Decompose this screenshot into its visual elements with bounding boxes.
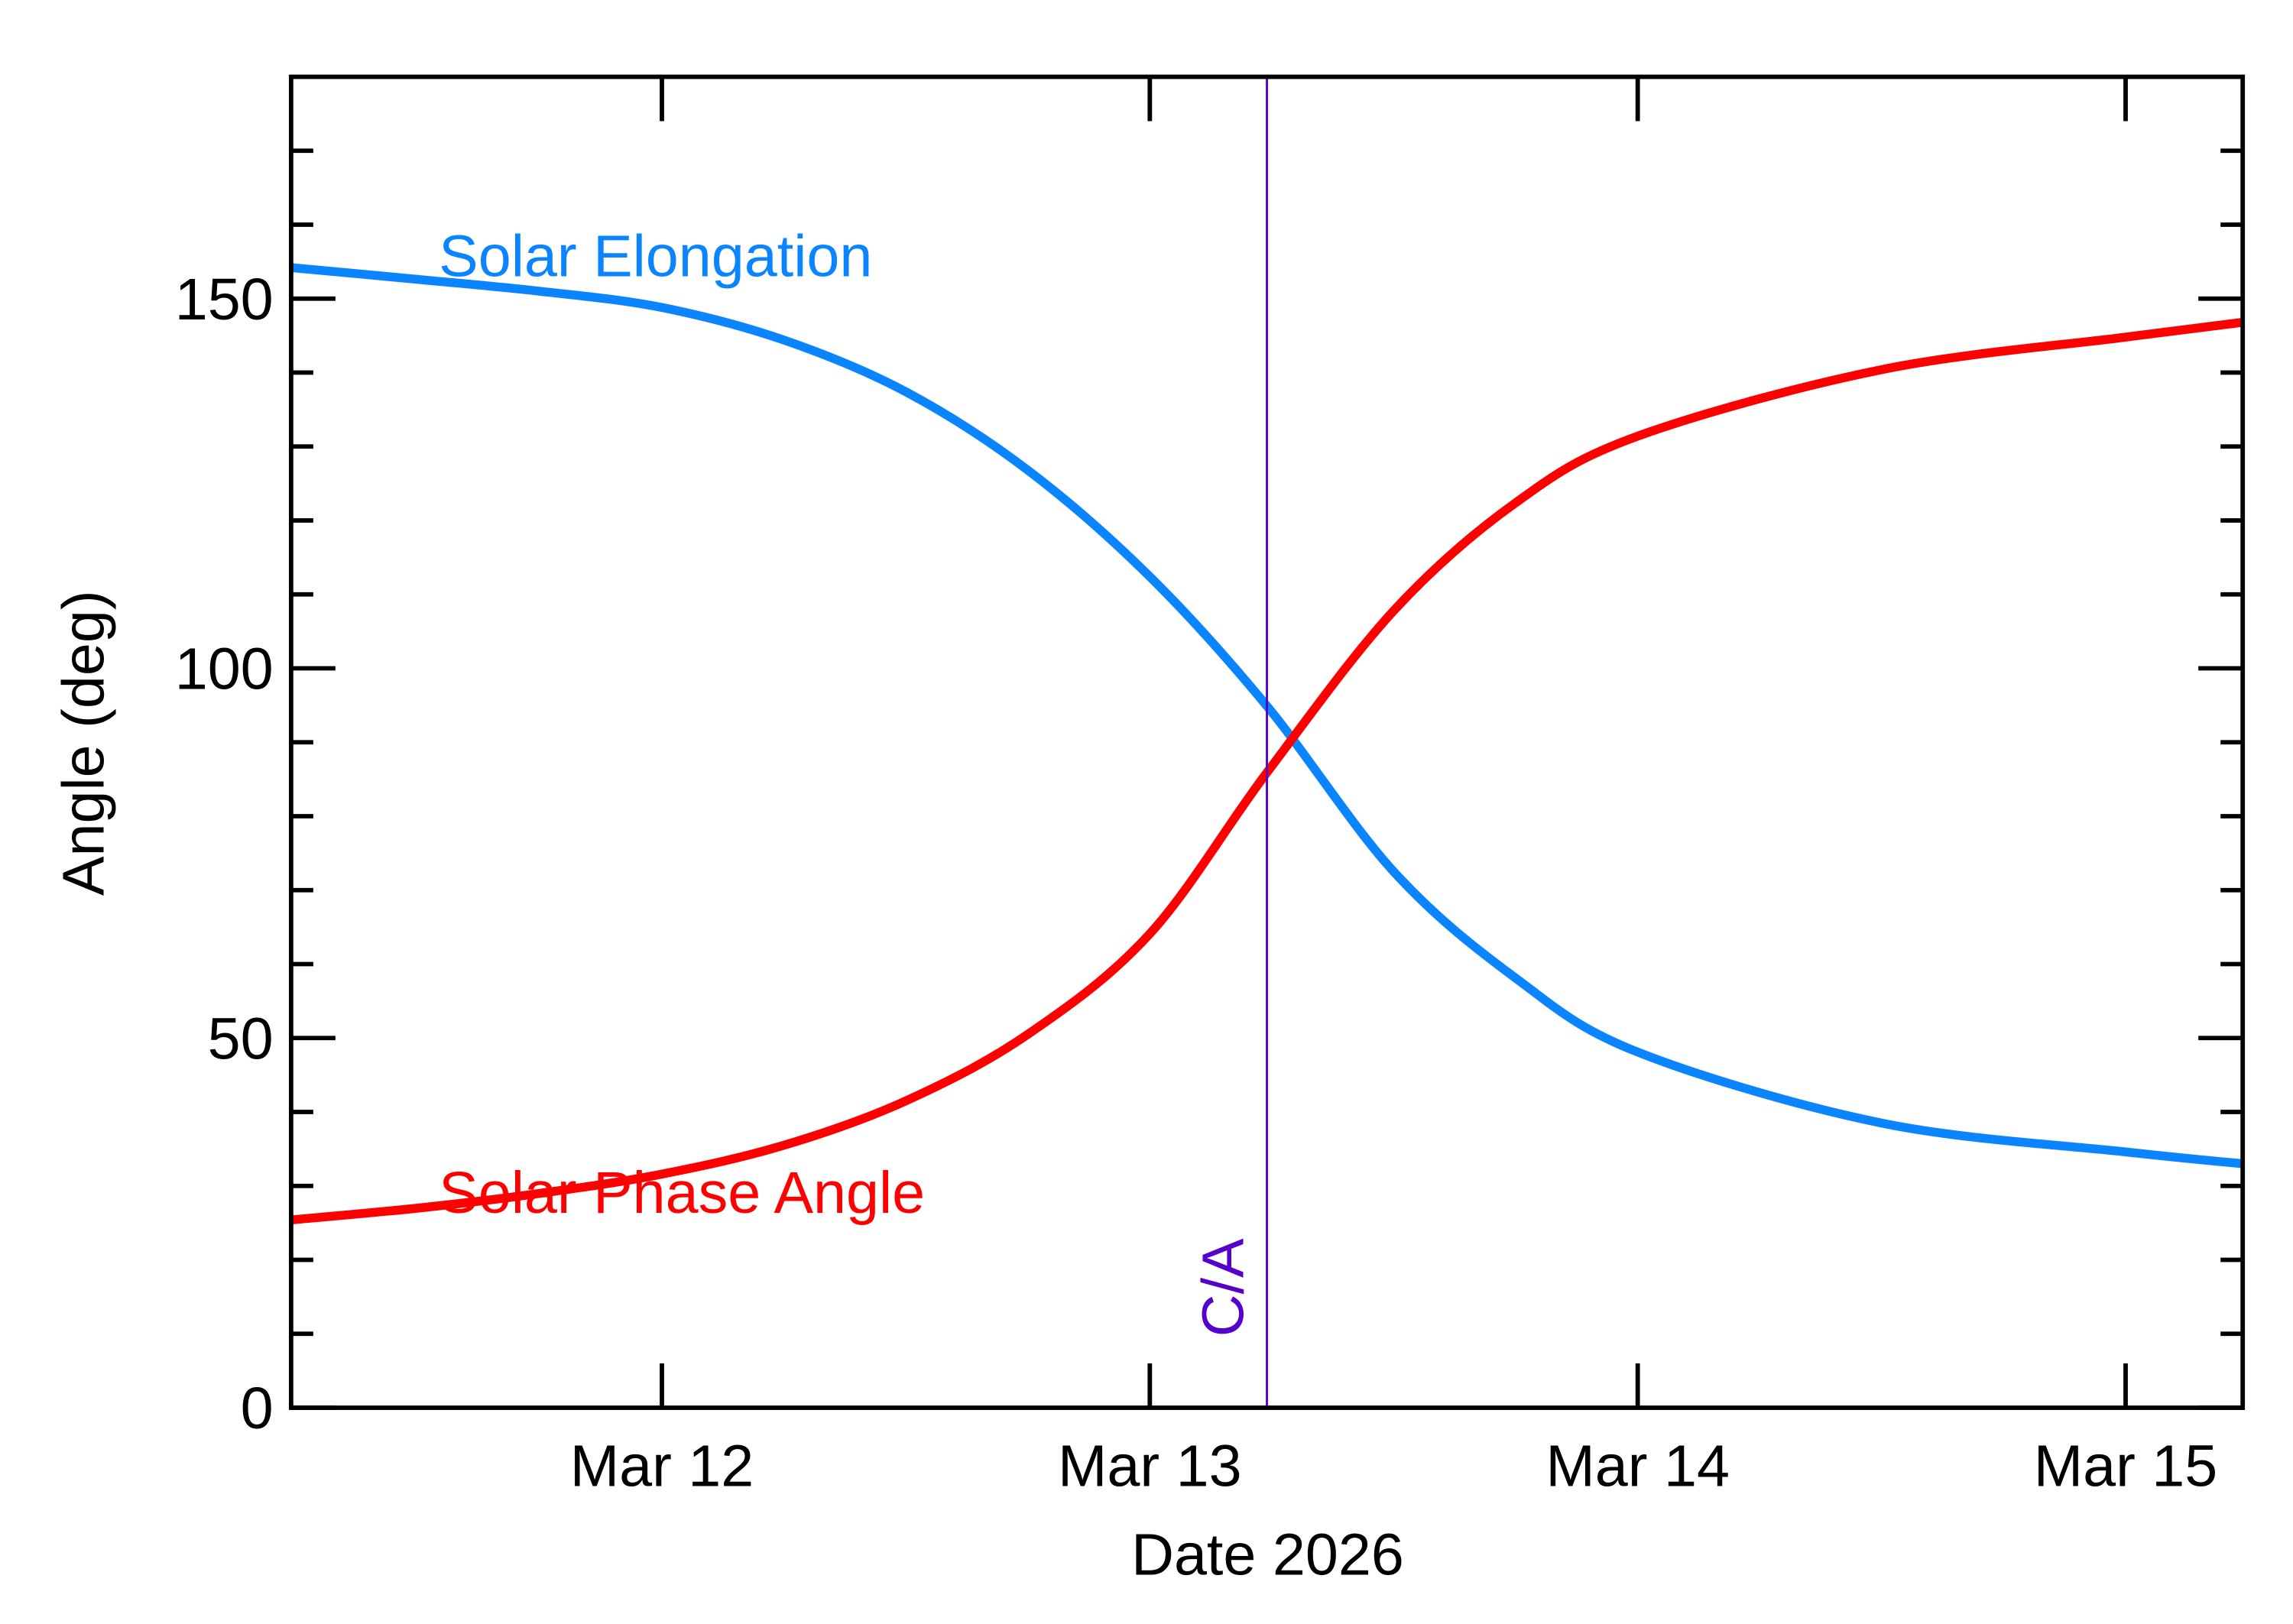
series-label: Solar Phase Angle [439,1160,925,1226]
y-tick-label: 50 [208,1006,274,1071]
x-tick-label: Mar 13 [1058,1433,1242,1499]
x-axis-label: Date 2026 [1131,1522,1404,1587]
series-line [290,263,2243,1169]
closest-approach-label: C/A [1191,1238,1257,1337]
x-tick-label: Mar 15 [2034,1433,2218,1499]
y-tick-label: 0 [241,1376,274,1441]
series-label: Solar Elongation [439,223,872,289]
plot-frame [288,74,2246,1410]
x-tick-label: Mar 14 [1545,1433,1730,1499]
y-axis-label: Angle (deg) [50,590,116,896]
x-tick-label: Mar 12 [570,1433,754,1499]
y-tick-label: 100 [175,637,274,702]
series-line [290,317,2243,1225]
y-tick-label: 150 [175,267,274,332]
